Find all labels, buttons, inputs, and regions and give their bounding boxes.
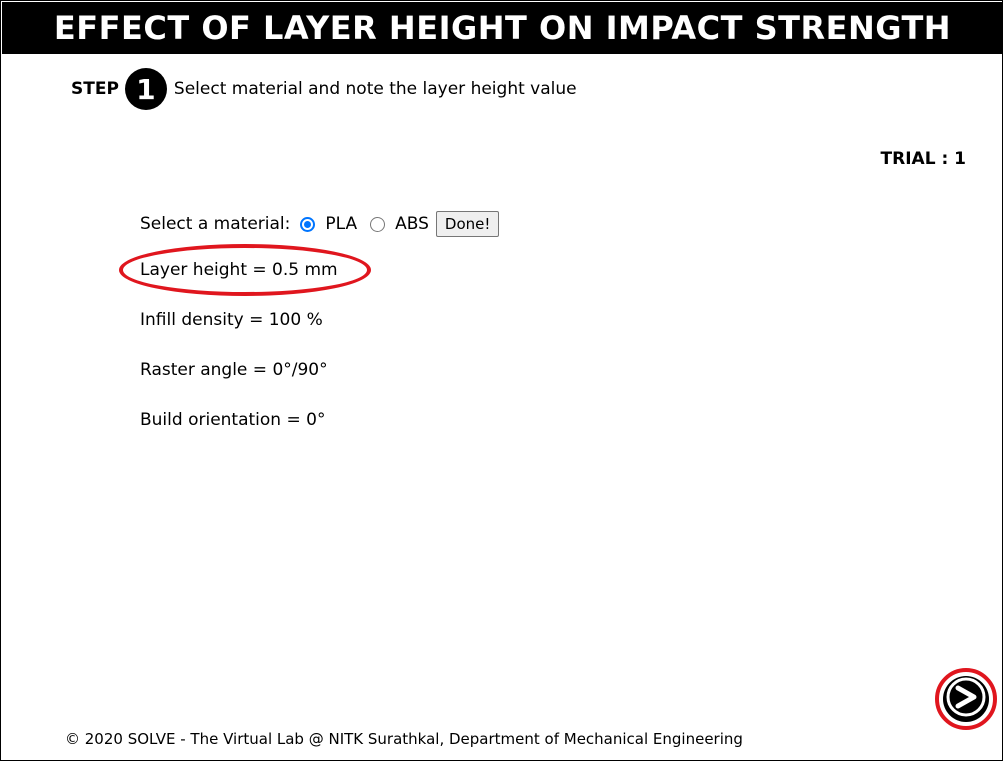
trial-counter: TRIAL : 1 [880,149,966,169]
footer-credit: © 2020 SOLVE - The Virtual Lab @ NITK Su… [65,730,743,748]
page-title: EFFECT OF LAYER HEIGHT ON IMPACT STRENGT… [2,2,1003,54]
next-button[interactable] [943,676,989,722]
step-header: STEP 1 Select material and note the laye… [71,67,577,111]
layer-height-highlight [119,244,371,296]
material-selector: Select a material: PLA ABS Done! [140,210,500,238]
material-label: Select a material: [140,214,291,234]
infill-density-value: Infill density = 100 % [140,310,323,330]
radio-pla[interactable] [300,216,316,232]
option-abs-label[interactable]: ABS [395,214,429,234]
option-pla-label[interactable]: PLA [325,214,358,234]
radio-abs[interactable] [370,216,386,232]
done-button[interactable]: Done! [435,211,500,237]
build-orientation-value: Build orientation = 0° [140,410,326,430]
next-button-highlight [935,668,997,730]
right-arrow-icon [946,677,986,721]
step-number-badge: 1 [124,68,167,110]
raster-angle-value: Raster angle = 0°/90° [140,360,328,380]
step-label: STEP [71,79,119,99]
layer-height-value: Layer height = 0.5 mm [140,260,338,280]
step-instruction: Select material and note the layer heigh… [173,79,577,99]
